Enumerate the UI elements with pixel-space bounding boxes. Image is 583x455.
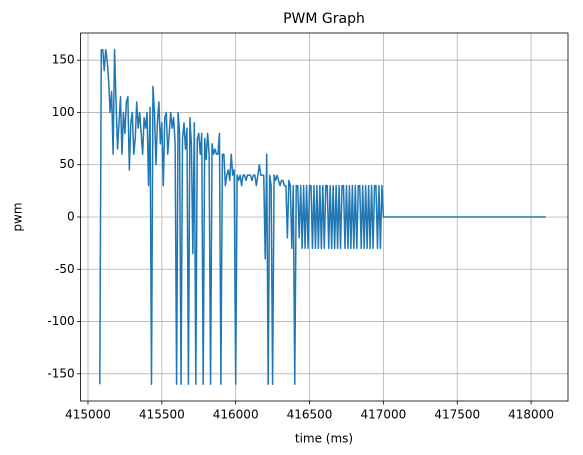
x-axis-label: time (ms) [295, 432, 353, 446]
x-tick-label: 417000 [360, 408, 406, 422]
chart-title: PWM Graph [283, 11, 365, 27]
y-tick-label: -150 [47, 366, 74, 380]
y-tick-label: 150 [52, 53, 75, 67]
y-tick-label: 100 [52, 105, 75, 119]
y-tick-label: -50 [55, 262, 75, 276]
x-tick-label: 418000 [508, 408, 554, 422]
y-tick-label: 0 [67, 210, 75, 224]
x-tick-label: 415500 [139, 408, 185, 422]
x-tick-label: 415000 [65, 408, 111, 422]
y-tick-label: 50 [59, 157, 74, 171]
data-line [99, 48, 546, 386]
x-tick-label: 416500 [287, 408, 333, 422]
x-tick-label: 417500 [434, 408, 480, 422]
y-tick-label: -100 [47, 314, 74, 328]
x-tick-label: 416000 [213, 408, 259, 422]
plot-frame [80, 32, 569, 402]
y-axis-label: pwm [11, 202, 25, 231]
